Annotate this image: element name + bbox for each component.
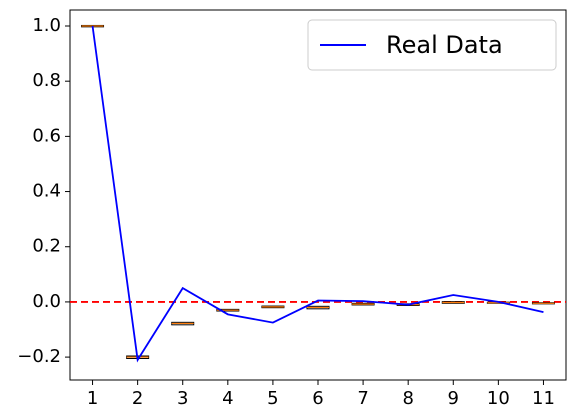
y-tick-label: 0.6 [32,125,61,146]
x-tick-label: 2 [132,388,143,409]
y-tick-label: 0.8 [32,70,61,91]
x-tick-label: 6 [312,388,323,409]
line-series [91,25,544,363]
x-tick-label: 11 [532,388,555,409]
legend-box [307,19,557,71]
x-tick-label: 1 [87,388,98,409]
y-tick-label: 1.0 [32,15,61,36]
x-tick-label: 4 [222,388,233,409]
y-tick-label: 0.0 [32,291,61,312]
x-tick-label: 3 [177,388,188,409]
x-tick-label: 10 [487,388,510,409]
y-tick-label: 0.2 [32,236,61,257]
y-tick-label: 0.4 [32,181,61,202]
legend-label: Real Data [386,31,503,59]
y-tick-label: −0.2 [17,346,61,367]
x-tick-label: 8 [402,388,413,409]
x-tick-label: 9 [448,388,459,409]
x-tick-label: 5 [267,388,278,409]
x-tick-label: 7 [357,388,368,409]
